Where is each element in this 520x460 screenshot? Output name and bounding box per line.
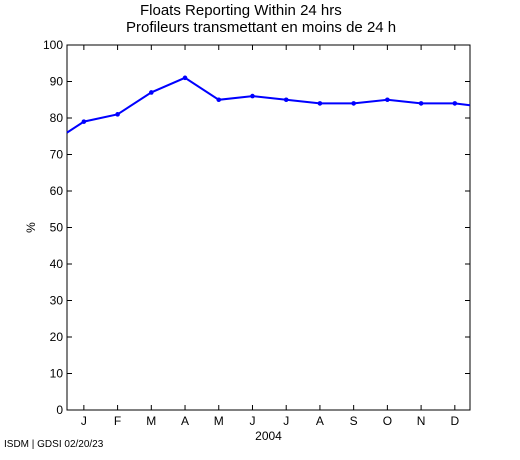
chart-title: Floats Reporting Within 24 hrs xyxy=(140,2,342,19)
y-tick-label: 10 xyxy=(50,367,64,381)
y-tick-label: 20 xyxy=(50,330,64,344)
x-tick-label: F xyxy=(114,414,121,428)
footer-credit: ISDM | GDSI 02/20/23 xyxy=(4,439,104,450)
x-tick-label: A xyxy=(181,414,189,428)
chart-subtitle: Profileurs transmettant en moins de 24 h xyxy=(126,19,397,36)
data-point xyxy=(385,97,390,103)
data-point xyxy=(216,97,222,103)
x-tick-label: O xyxy=(383,414,392,428)
y-tick-label: 60 xyxy=(50,184,64,198)
data-point xyxy=(115,112,120,117)
data-point xyxy=(351,101,356,106)
x-tick-label: J xyxy=(81,414,87,428)
y-tick-label: 40 xyxy=(50,257,64,271)
y-tick-label: 90 xyxy=(50,75,64,89)
x-axis-label: 2004 xyxy=(255,429,282,443)
plot-area xyxy=(66,44,471,411)
y-axis-label: % xyxy=(24,222,38,233)
data-point xyxy=(452,101,458,106)
y-tick-label: 30 xyxy=(50,294,64,308)
y-tick-label: 80 xyxy=(50,111,64,125)
data-point xyxy=(182,75,188,81)
data-point xyxy=(418,101,424,106)
data-point xyxy=(283,97,289,103)
x-tick-label: M xyxy=(146,414,156,428)
x-tick-label: D xyxy=(450,414,459,428)
data-point xyxy=(149,90,154,95)
x-tick-label: N xyxy=(417,414,426,428)
y-tick-label: 50 xyxy=(50,221,64,235)
x-tick-label: J xyxy=(283,414,289,428)
series-line xyxy=(66,76,471,134)
x-tick-label: A xyxy=(316,414,324,428)
data-point xyxy=(81,119,87,124)
data-point xyxy=(317,101,323,106)
x-tick-label: J xyxy=(249,414,255,428)
data-point xyxy=(250,93,255,99)
x-tick-label: M xyxy=(214,414,224,428)
x-tick-label: S xyxy=(350,414,358,428)
y-tick-label: 100 xyxy=(43,38,63,52)
y-tick-label: 0 xyxy=(56,403,63,417)
y-tick-label: 70 xyxy=(50,148,64,162)
